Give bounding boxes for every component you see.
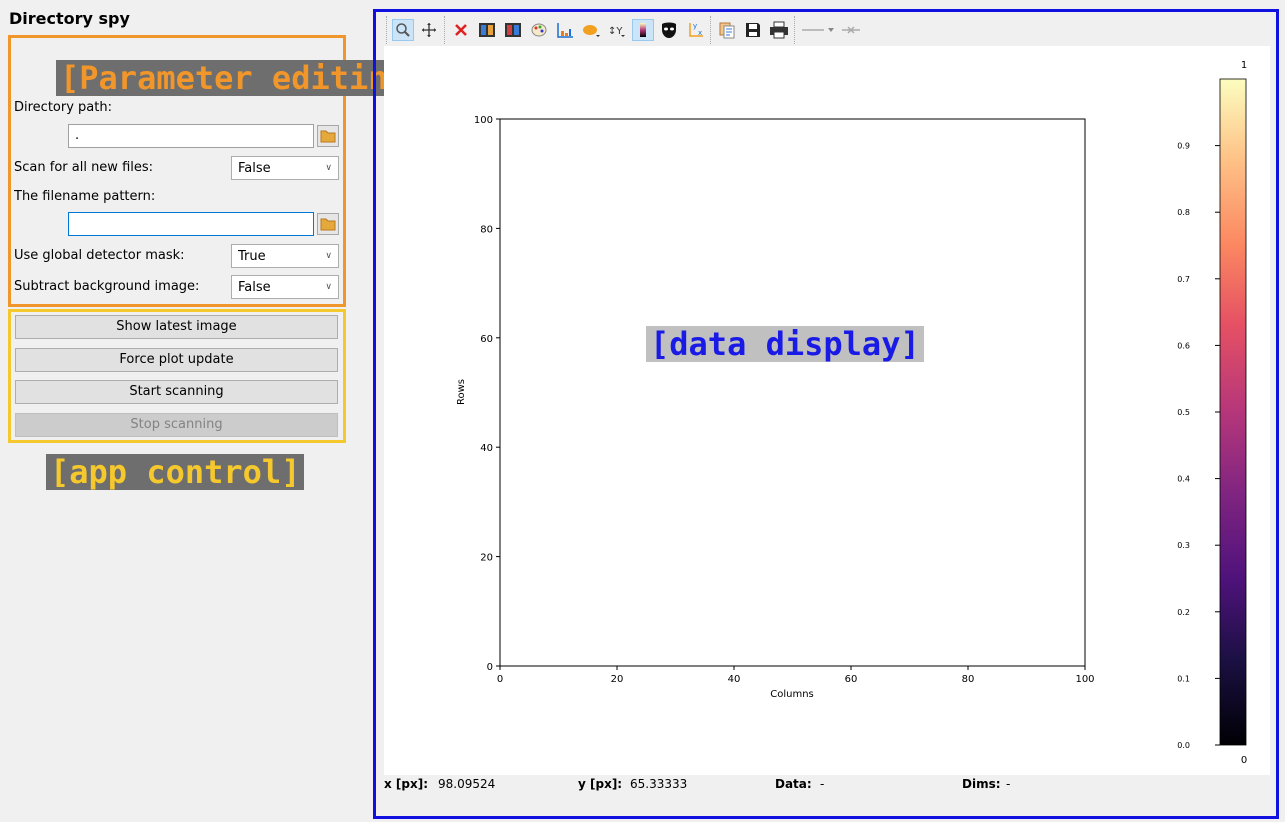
subtract-bg-select[interactable]: False ∨ [231,275,339,299]
x-tick-label: 20 [611,674,624,685]
y-coord-value: 65.33333 [630,777,688,791]
chevron-down-icon: ∨ [325,282,332,292]
data-value: - [820,777,825,791]
toolbar-separator [710,16,712,44]
use-mask-select[interactable]: True ∨ [231,244,339,268]
dims-label: Dims: [962,777,1001,791]
marker-icon[interactable] [840,19,862,41]
flip-icon[interactable] [502,19,524,41]
colorbar-tick-label: 0.2 [1177,608,1190,617]
pattern-browse-button[interactable] [317,213,339,235]
line-style-icon[interactable] [800,19,836,41]
data-display-box [373,9,1279,819]
filename-pattern-label: The filename pattern: [14,189,156,204]
folder-icon [320,218,336,231]
colorbar-tick-label: 0.1 [1177,674,1190,683]
toolbar-separator [386,16,388,44]
svg-text:↕Y: ↕Y [608,26,623,37]
start-scanning-button[interactable]: Start scanning [15,380,338,404]
stop-scanning-button[interactable]: Stop scanning [15,413,338,437]
parameter-editing-annotation: [Parameter editing] [56,60,431,96]
colorbar-bottom-label: 0 [1241,755,1247,766]
subtract-bg-label: Subtract background image: [14,279,200,294]
data-display-annotation: [data display] [646,326,924,362]
colorbar-tick-label: 0.8 [1177,208,1190,217]
y-tick-label: 0 [487,662,493,673]
show-latest-image-button[interactable]: Show latest image [15,315,338,339]
save-icon[interactable] [742,19,764,41]
colorbar-tick-label: 0.3 [1177,541,1190,550]
colorbar-tick-label: 0.6 [1177,341,1190,350]
x-tick-label: 0 [497,674,503,685]
colorbar [1219,78,1247,746]
scan-all-select[interactable]: False ∨ [231,156,339,180]
filename-pattern-input[interactable] [68,212,314,236]
use-mask-value: True [238,248,266,264]
y-tick-label: 40 [480,443,493,454]
toolbar-separator [794,16,796,44]
colorbar-tick-label: 0.4 [1177,475,1190,484]
y-tick-label: 80 [480,224,493,235]
subtract-bg-value: False [238,279,271,295]
colorbar-tick-label: 0.9 [1177,142,1190,151]
histogram-icon[interactable] [554,19,576,41]
y-tick-label: 20 [480,553,493,564]
toolbar-separator [444,16,446,44]
y-tick-label: 100 [474,115,493,126]
app-control-annotation: [app control] [46,454,305,490]
y-coord-label: y [px]: [578,777,623,791]
app-title: Directory spy [9,9,130,28]
pan-icon[interactable] [418,19,440,41]
parameter-editing-box [8,35,346,307]
colormap-icon[interactable] [528,19,550,41]
chevron-down-icon: ∨ [325,251,332,261]
copy-icon[interactable] [716,19,738,41]
svg-text:y: y [693,22,697,30]
x-coord-value: 98.09524 [438,777,496,791]
mask-icon[interactable] [658,19,680,41]
app-control-box [8,309,346,443]
zoom-icon[interactable] [392,19,414,41]
scan-all-value: False [238,160,271,176]
plot-canvas[interactable]: 0 20 40 60 80 100 0 20 40 60 80 100 Columns Rows 1… [384,46,1270,775]
colorbar-top-label: 1 [1241,60,1247,71]
dims-value: - [1006,777,1011,791]
status-bar: x [px]: 98.09524 y [px]: 65.33333 Data: … [384,777,1270,795]
data-label: Data: [775,777,812,791]
force-plot-update-button[interactable]: Force plot update [15,348,338,372]
x-axis-label: Columns [770,689,814,700]
colorbar-tick-label: 0.0 [1177,741,1190,750]
clear-icon[interactable] [450,19,472,41]
roi-icon[interactable] [580,19,602,41]
directory-path-label: Directory path: [14,100,112,115]
svg-text:x: x [698,29,702,37]
y-axis-icon[interactable]: ↕Y [606,19,628,41]
y-tick-label: 60 [480,334,493,345]
print-icon[interactable] [768,19,790,41]
use-mask-label: Use global detector mask: [14,248,185,263]
colorbar-tick-label: 0.5 [1177,408,1190,417]
y-axis-label: Rows [456,379,467,405]
colorbar-icon[interactable] [632,19,654,41]
chevron-down-icon: ∨ [325,163,332,173]
x-tick-label: 100 [1075,674,1094,685]
colorbar-tick-label: 0.7 [1177,275,1190,284]
crop-icon[interactable] [476,19,498,41]
directory-path-input[interactable]: . [68,124,314,148]
x-tick-label: 40 [728,674,741,685]
plot-svg[interactable]: 0 20 40 60 80 100 0 20 40 60 80 100 Columns Rows 1… [384,46,1270,775]
folder-icon [320,130,336,143]
plot-axes[interactable] [499,118,1086,667]
x-tick-label: 60 [845,674,858,685]
scan-all-label: Scan for all new files: [14,160,154,175]
directory-browse-button[interactable] [317,125,339,147]
x-tick-label: 80 [962,674,975,685]
x-coord-label: x [px]: [384,777,429,791]
